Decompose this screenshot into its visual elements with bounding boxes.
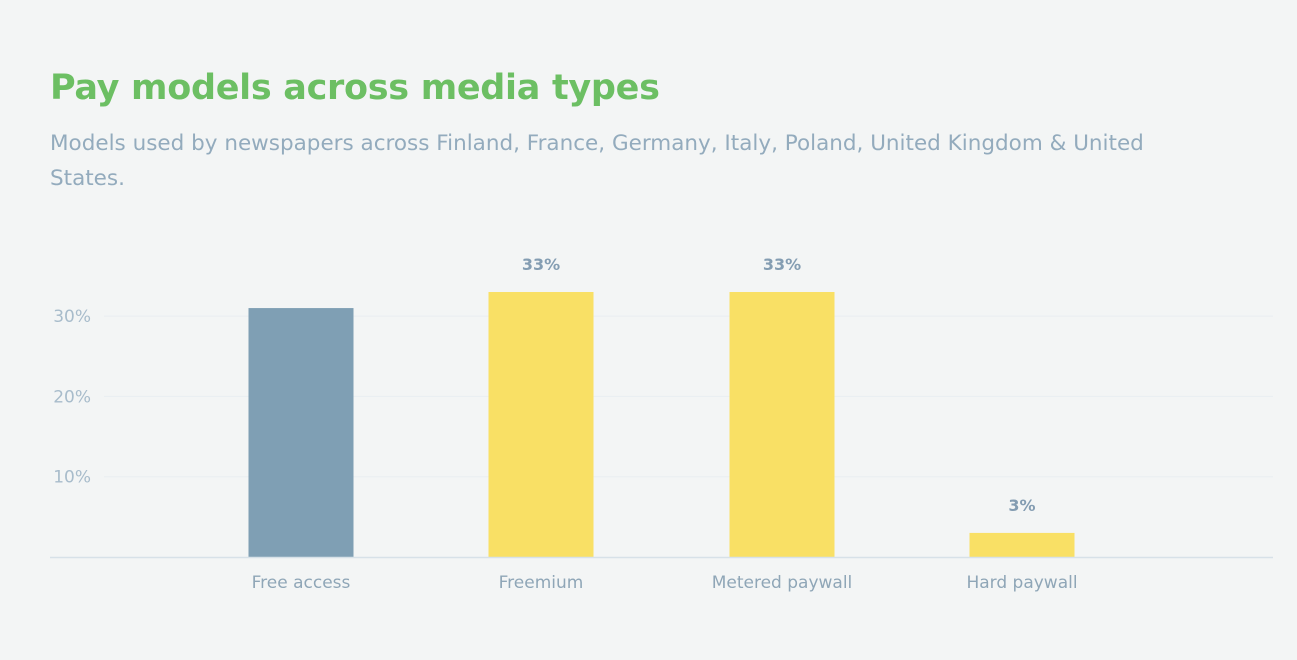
x-category-label: Hard paywall (966, 573, 1077, 593)
y-tick-label: 30% (53, 307, 91, 327)
x-category-label: Metered paywall (712, 573, 853, 593)
bar (248, 308, 354, 557)
data-label: 33% (763, 255, 801, 274)
y-tick-label: 10% (53, 468, 91, 488)
bar (729, 292, 835, 557)
bar (969, 532, 1075, 557)
y-tick-label: 20% (53, 387, 91, 407)
data-label: 3% (1008, 496, 1035, 515)
x-category-label: Freemium (499, 573, 584, 593)
data-label: 33% (522, 255, 560, 274)
chart-title: Pay models across media types (50, 68, 660, 108)
chart-subtitle: Models used by newspapers across Finland… (50, 131, 1144, 191)
x-category-label: Free access (252, 573, 351, 593)
bar (488, 292, 594, 557)
